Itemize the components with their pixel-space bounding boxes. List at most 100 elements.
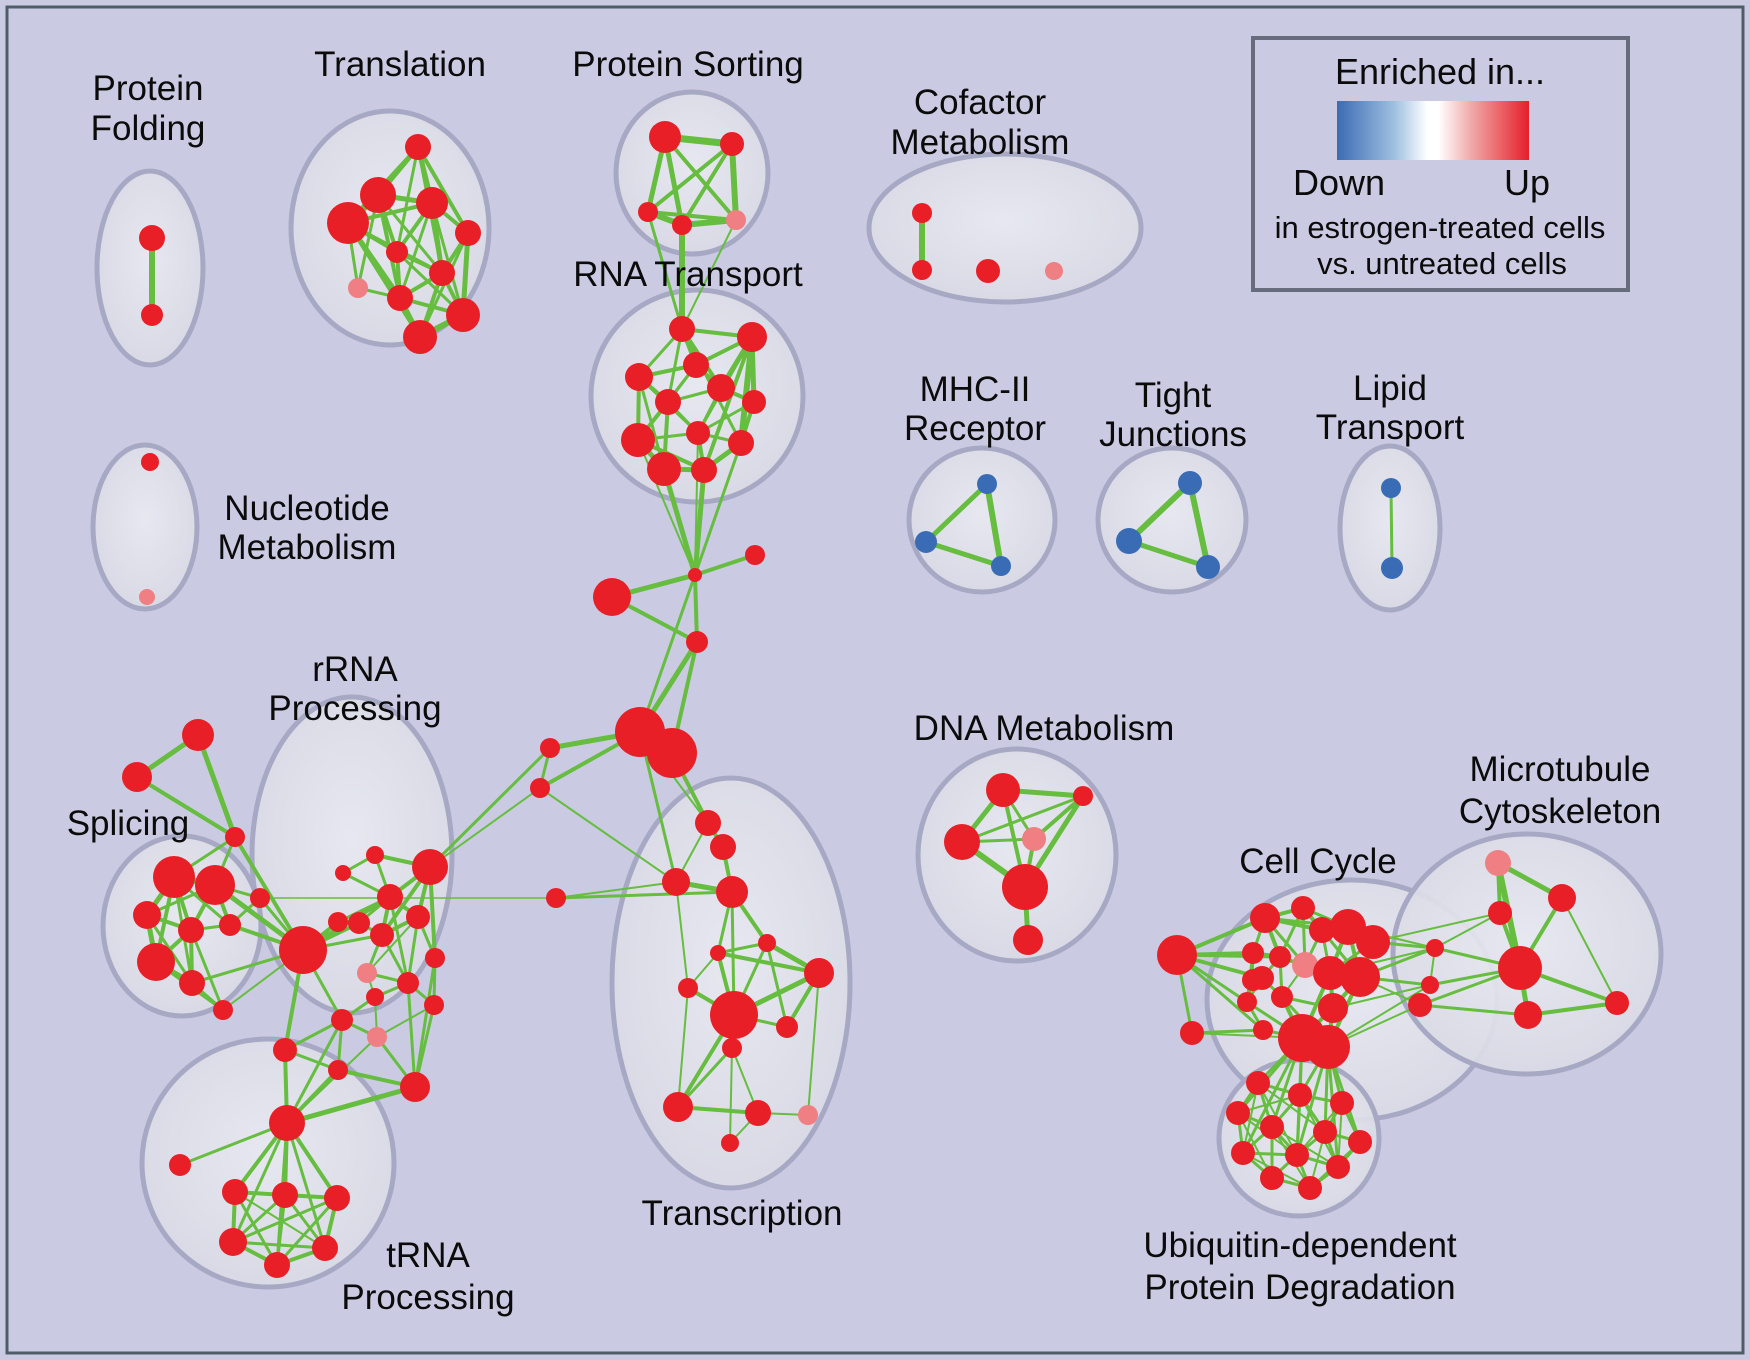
edge [195,732,238,840]
cluster-label-mhc-ii-receptor: MHC-II [920,370,1031,409]
cluster-label-ubiquitin-degradation: Protein Degradation [1144,1268,1455,1307]
edge [413,956,437,1089]
node [1269,946,1291,968]
node [273,1038,297,1062]
node [655,389,681,415]
node [405,134,431,160]
node [1288,1083,1312,1107]
node [324,1185,350,1211]
edge [638,573,697,734]
cluster-ellipse-protein-sorting [613,89,771,257]
edge [1187,480,1211,570]
edge [416,145,470,235]
node [141,453,159,471]
edge [646,210,684,331]
node [386,241,408,263]
node [195,865,235,905]
node [710,991,758,1039]
node [139,225,165,251]
edge [555,881,677,899]
edge [406,981,417,1089]
cluster-label-translation: Translation [314,45,486,84]
cluster-label-dna-metabolism: DNA Metabolism [914,709,1175,748]
cluster-label-nucleotide-metabolism: Nucleotide [224,489,389,528]
edge [366,916,419,974]
node [530,778,550,798]
node [716,876,748,908]
edge [960,794,1085,844]
edge [637,439,696,576]
cluster-label-microtubule-cytoskeleton: Cytoskeleton [1459,792,1661,831]
node [1292,952,1318,978]
node [1313,1120,1337,1144]
node [663,1092,693,1122]
node [798,1105,818,1125]
cluster-label-transcription: Transcription [642,1194,843,1233]
node [272,1182,298,1208]
node [412,849,448,885]
node [688,568,702,582]
node [1498,946,1542,990]
node [387,285,413,311]
cluster-label-splicing: Splicing [67,804,190,843]
node [1178,471,1202,495]
node [1231,1141,1255,1165]
node [986,773,1020,807]
node [1356,925,1390,959]
node [649,121,681,153]
edge [428,746,552,869]
node [1246,1071,1270,1095]
node [182,719,214,751]
node [370,923,394,947]
node [672,215,692,235]
node [153,856,195,898]
node [1180,1021,1204,1045]
node [357,963,377,983]
edge [1126,480,1193,544]
edge [638,730,678,884]
edge [738,334,755,446]
node [1253,1020,1273,1040]
edge [693,553,757,577]
node [720,132,744,156]
node [279,926,327,974]
node [400,1072,430,1102]
legend-box [1251,36,1630,292]
node [397,972,419,994]
node [976,259,1000,283]
edge [693,441,743,577]
node [745,545,765,565]
edge [729,141,739,223]
node [1514,1001,1542,1029]
node [912,203,932,223]
edge [1389,486,1394,570]
edge [923,539,1004,569]
edge [1257,1082,1326,1133]
node [455,220,481,246]
node [141,304,163,326]
node [804,958,834,988]
edge [716,951,821,975]
edge [677,987,689,1108]
node [540,738,560,758]
node [1237,992,1257,1012]
node [546,888,566,908]
edge [1126,538,1211,570]
node [915,531,937,553]
node [169,1154,191,1176]
edge [234,1191,326,1249]
node [1022,827,1046,851]
node [912,260,932,280]
edge [1332,984,1431,1009]
node [737,322,767,352]
color-legend: Enriched in... Down Up in estrogen-treat… [1251,36,1630,292]
node [1196,555,1220,579]
edge [233,1190,279,1267]
node [446,298,480,332]
cluster-label-cofactor-metabolism: Metabolism [891,123,1070,162]
node [416,187,448,219]
node [621,423,655,457]
legend-title: Enriched in... [1335,51,1545,92]
